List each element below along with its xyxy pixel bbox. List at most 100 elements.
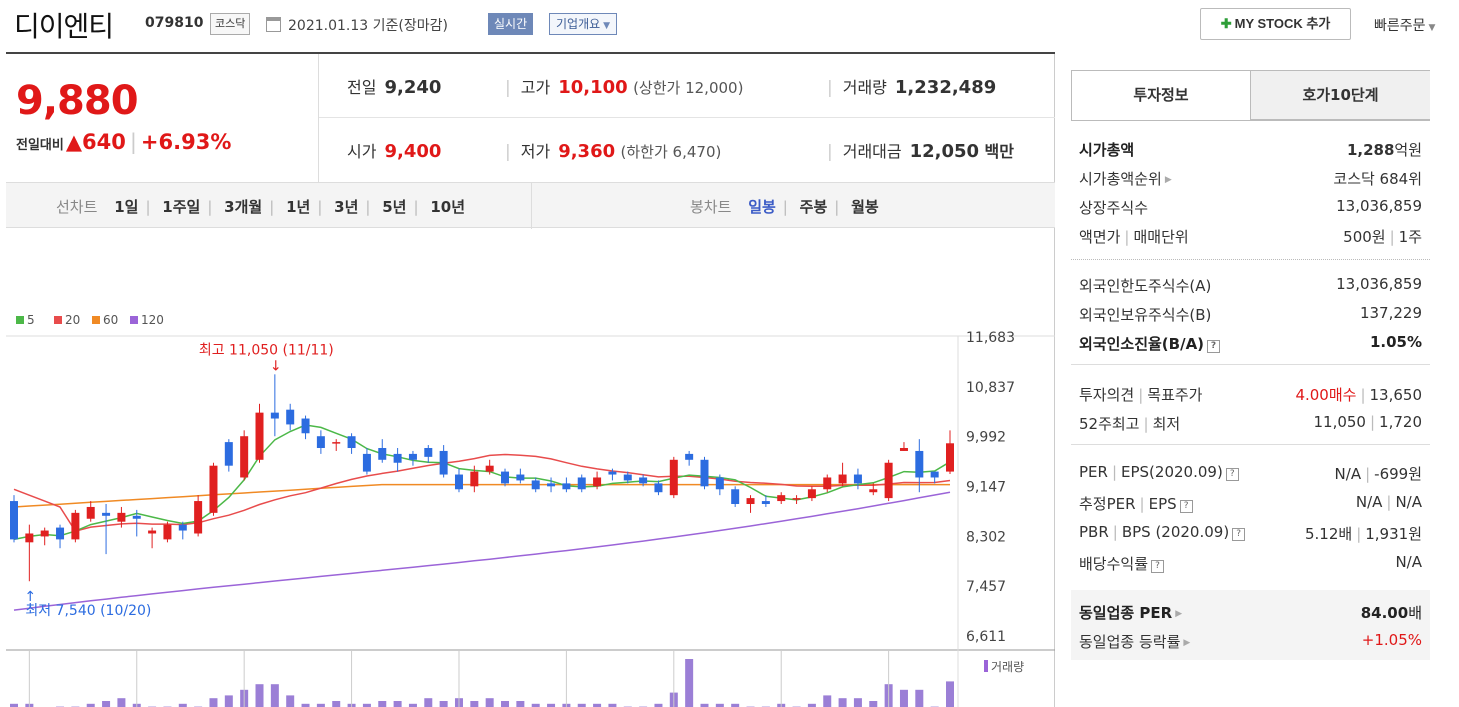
sector-summary: 동일업종 PER ▶ 84.00배 동일업종 등락률 ▶ +1.05% <box>1071 590 1430 660</box>
help-icon[interactable]: ? <box>1232 528 1246 541</box>
quick-order-dropdown[interactable]: 빠른주문 ▼ <box>1374 18 1436 34</box>
candle-body <box>102 512 111 516</box>
legend-60: 60 <box>103 313 118 327</box>
opinion-section: 투자의견 | 목표주가 4.00매수 | 13,650 52주최고 | 최저 11,050 | 1,… <box>1071 365 1430 445</box>
period-1d[interactable]: 1일 <box>114 198 139 216</box>
candle-body <box>715 477 724 490</box>
candle-body <box>792 498 801 500</box>
help-icon[interactable]: ? <box>1151 560 1165 573</box>
candle-body <box>40 530 49 537</box>
mystock-add-button[interactable]: ✚ MY STOCK 추가 <box>1200 8 1351 40</box>
candle-body <box>270 412 279 419</box>
low-annotation: 최저 7,540 (10/20) <box>25 603 151 619</box>
candle-body <box>823 477 832 490</box>
period-1w[interactable]: 1주일 <box>162 198 201 216</box>
market-badge: 코스닥 <box>210 13 251 35</box>
legend-20: 20 <box>65 313 80 327</box>
y-tick-label: 10,837 <box>966 380 1015 396</box>
market-cap-rank-row[interactable]: 시가총액순위 ▶ 코스닥 684위 <box>1079 170 1422 188</box>
caret-down-icon: ▼ <box>1428 23 1436 33</box>
candle-body <box>884 462 893 499</box>
valuation-section: PER | EPS(2020.09)? N/A | -699원 추정PER | EPS? N/A… <box>1071 445 1430 580</box>
sector-per-row[interactable]: 동일업종 PER ▶ 84.00배 <box>1079 604 1422 622</box>
candle-body <box>531 480 540 490</box>
volume-bar <box>362 703 371 707</box>
candle-body <box>593 477 602 487</box>
period-daily[interactable]: 일봉 <box>748 198 776 216</box>
volume-bar <box>286 695 295 707</box>
y-tick-label: 8,302 <box>966 529 1006 545</box>
candle-body <box>439 450 448 475</box>
candle-body <box>577 477 586 490</box>
volume-bar <box>10 703 18 707</box>
legend-swatch <box>92 316 100 324</box>
y-tick-label: 9,147 <box>966 480 1006 496</box>
candle-body <box>562 483 571 490</box>
line-chart-periods: 선차트 1일 | 1주일 | 3개월 | 1년 | 3년 | 5년 | 10년 <box>56 198 466 216</box>
volume-bar <box>531 703 540 707</box>
ma20-line <box>13 453 951 532</box>
volume-bar <box>869 701 878 707</box>
price-chart[interactable]: 5 20 60 120 11,683 10,837 9,992 9,147 8,302 7,457… <box>6 230 1055 707</box>
candle-body <box>501 471 510 484</box>
help-icon[interactable]: ? <box>1207 340 1221 353</box>
legend-5: 5 <box>27 313 35 327</box>
sector-rate-row[interactable]: 동일업종 등락률 ▶ +1.05% <box>1079 631 1422 651</box>
ma120-line <box>13 491 951 611</box>
trade-amount: | 거래대금 12,050 백만 <box>827 141 1014 162</box>
market-cap-section: 시가총액 1,288억원 시가총액순위 ▶ 코스닥 684위 상장주식수 13,036,… <box>1071 130 1430 260</box>
help-icon[interactable]: ? <box>1225 468 1239 481</box>
volume-bar <box>823 695 832 707</box>
volume-bar <box>270 684 279 707</box>
caret-down-icon: ▼ <box>603 21 611 31</box>
par-value-row: 액면가 | 매매단위 500원 | 1주 <box>1079 228 1422 246</box>
candle-body <box>915 450 924 478</box>
arrow-right-icon: ▶ <box>1175 609 1183 619</box>
investment-info-panel: 투자정보 호가10단계 시가총액 1,288억원 시가총액순위 ▶ 코스닥 684위 … <box>1071 70 1430 660</box>
quote-grid: 전일 9,240 | 고가 10,100 (상한가 12,000) | 거래량 1,232… <box>319 54 1055 182</box>
volume-bar <box>608 703 617 707</box>
period-monthly[interactable]: 월봉 <box>851 198 879 216</box>
period-5y[interactable]: 5년 <box>382 198 407 216</box>
y-tick-label: 9,992 <box>966 430 1006 446</box>
period-1y[interactable]: 1년 <box>286 198 311 216</box>
pbr-row: PBR | BPS (2020.09)? 5.12배 | 1,931원 <box>1079 523 1422 543</box>
volume-bar <box>700 703 709 707</box>
period-weekly[interactable]: 주봉 <box>799 198 828 216</box>
ma60-line <box>13 483 950 508</box>
period-10y[interactable]: 10년 <box>430 198 466 216</box>
candle-body <box>869 489 878 493</box>
candle-body <box>148 530 157 534</box>
candle-body <box>470 471 479 487</box>
change-rate: +6.93% <box>140 130 232 154</box>
per-row: PER | EPS(2020.09)? N/A | -699원 <box>1079 463 1422 483</box>
left-panel: 9,880 전일대비▲640 | +6.93% 전일 9,240 | 고가 10,100 … <box>6 54 1055 707</box>
tab-investment-info[interactable]: 투자정보 <box>1072 71 1251 120</box>
period-3y[interactable]: 3년 <box>334 198 359 216</box>
help-icon[interactable]: ? <box>1179 500 1193 513</box>
candle-body <box>746 498 755 505</box>
company-overview-dropdown[interactable]: 기업개요 ▼ <box>549 13 618 35</box>
candle-body <box>347 436 356 449</box>
volume-bar <box>838 698 847 707</box>
candle-body <box>132 515 141 519</box>
candle-body <box>224 442 233 466</box>
candle-body <box>485 465 494 472</box>
candle-body <box>654 483 663 493</box>
legend-120: 120 <box>141 313 164 327</box>
tab-order-book[interactable]: 호가10단계 <box>1251 71 1430 120</box>
candle-chart-periods: 봉차트 일봉 | 주봉 | 월봉 <box>690 198 879 216</box>
stock-code: 079810 <box>145 15 204 31</box>
volume-bar <box>424 698 433 707</box>
candle-body <box>685 453 694 460</box>
low-price: | 저가 9,360 (하한가 6,470) <box>505 141 722 162</box>
candle-body <box>408 453 417 460</box>
candle-body <box>194 501 203 534</box>
foreign-limit-row: 외국인한도주식수(A) 13,036,859 <box>1079 275 1422 295</box>
foreign-section: 외국인한도주식수(A) 13,036,859 외국인보유주식수(B) 137,229… <box>1071 260 1430 365</box>
volume-bar <box>378 701 387 707</box>
period-3m[interactable]: 3개월 <box>224 198 263 216</box>
current-price-box: 9,880 전일대비▲640 | +6.93% <box>6 54 319 182</box>
realtime-button[interactable]: 실시간 <box>488 13 534 35</box>
candle-body <box>761 501 770 505</box>
